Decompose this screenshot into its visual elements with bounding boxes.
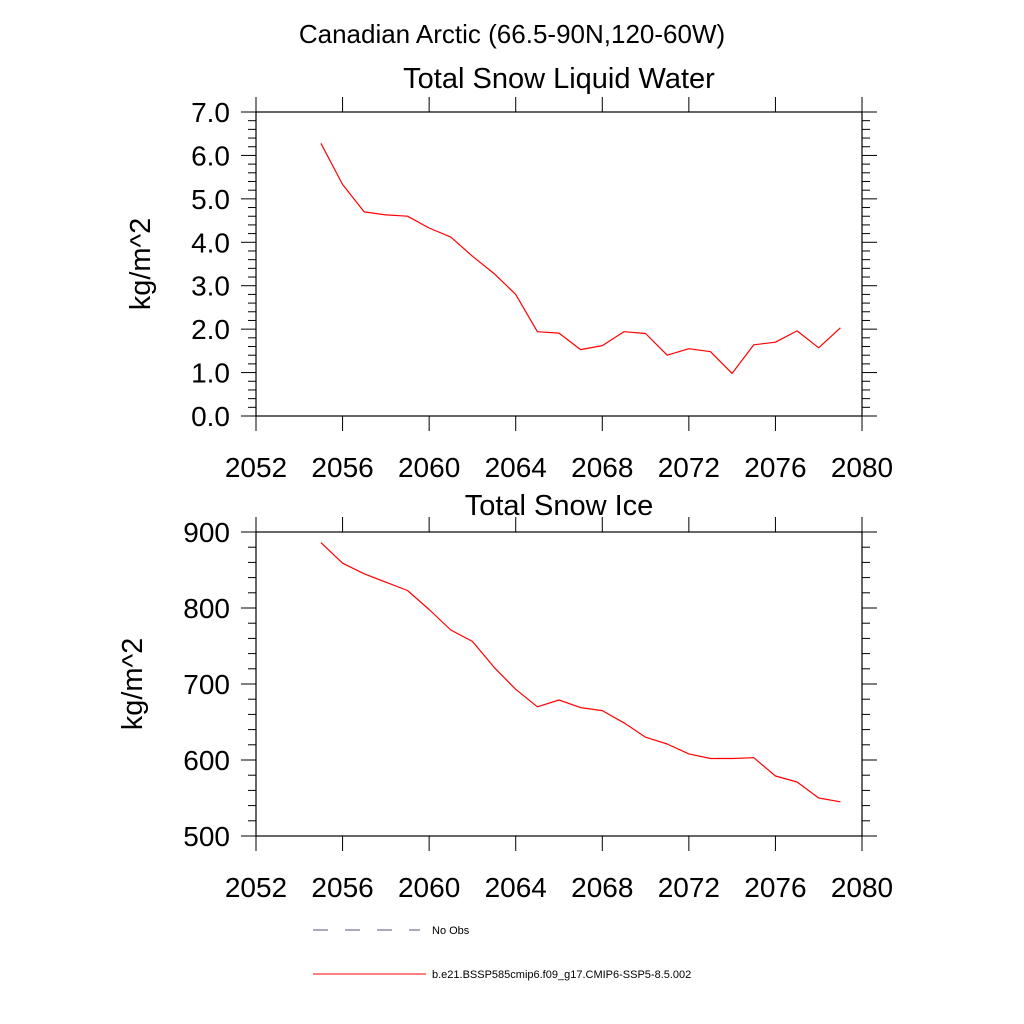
y-tick-label: 600 [183,745,230,776]
plot-frame-snow-ice [255,531,863,837]
series-line-snow-ice [320,542,841,803]
x-tick-label: 2076 [744,872,806,903]
x-tick-label: 2072 [658,452,720,483]
x-tick-label: 2064 [485,872,547,903]
legend-label-obs: No Obs [432,925,470,937]
legend-label-model: b.e21.BSSP585cmip6.f09_g17.CMIP6-SSP5-8.… [432,969,691,981]
y-axis-label-snow-ice: kg/m^2 [117,638,149,731]
y-tick-label: 5.0 [191,184,230,215]
chart-title-snow-ice: Total Snow Ice [465,490,654,522]
x-tick-label: 2080 [831,872,893,903]
x-tick-label: 2056 [311,872,373,903]
y-tick-label: 2.0 [191,314,230,345]
y-tick-label: 800 [183,593,230,624]
chart-panel-snow-ice: Total Snow Ice 2052 2056 2060 2064 2068 2072 20… [117,490,893,903]
x-tick-label: 2068 [571,452,633,483]
legend-item-obs: No Obs [313,925,470,937]
x-tick-label: 2064 [485,452,547,483]
chart-title-snow-liquid-water: Total Snow Liquid Water [403,63,715,95]
x-tick-label: 2060 [398,452,460,483]
chart-panel-snow-liquid-water: Total Snow Liquid Water 2052 2056 2060 2064 2… [125,63,893,483]
legend: No Obs b.e21.BSSP585cmip6.f09_g17.CMIP6-… [313,925,691,981]
x-tick-label: 2060 [398,872,460,903]
y-tick-label: 0.0 [191,401,230,432]
x-tick-label: 2076 [744,452,806,483]
y-axis-label-snow-liquid-water: kg/m^2 [125,218,157,311]
x-tick-label: 2052 [225,872,287,903]
y-tick-label: 7.0 [191,97,230,128]
x-tick-label: 2072 [658,872,720,903]
x-tick-label: 2068 [571,872,633,903]
x-tick-label: 2080 [831,452,893,483]
y-tick-label: 1.0 [191,358,230,389]
x-tick-label: 2052 [225,452,287,483]
legend-item-model: b.e21.BSSP585cmip6.f09_g17.CMIP6-SSP5-8.… [313,969,691,981]
x-tick-label: 2056 [311,452,373,483]
y-tick-label: 6.0 [191,140,230,171]
y-tick-label: 500 [183,821,230,852]
y-tick-label: 700 [183,669,230,700]
y-tick-label: 4.0 [191,227,230,258]
y-tick-label: 900 [183,517,230,548]
plot-frame-snow-liquid-water [255,111,863,417]
y-tick-label: 3.0 [191,271,230,302]
figure-title: Canadian Arctic (66.5-90N,120-60W) [299,19,725,49]
series-line-snow-liquid-water [320,143,841,374]
